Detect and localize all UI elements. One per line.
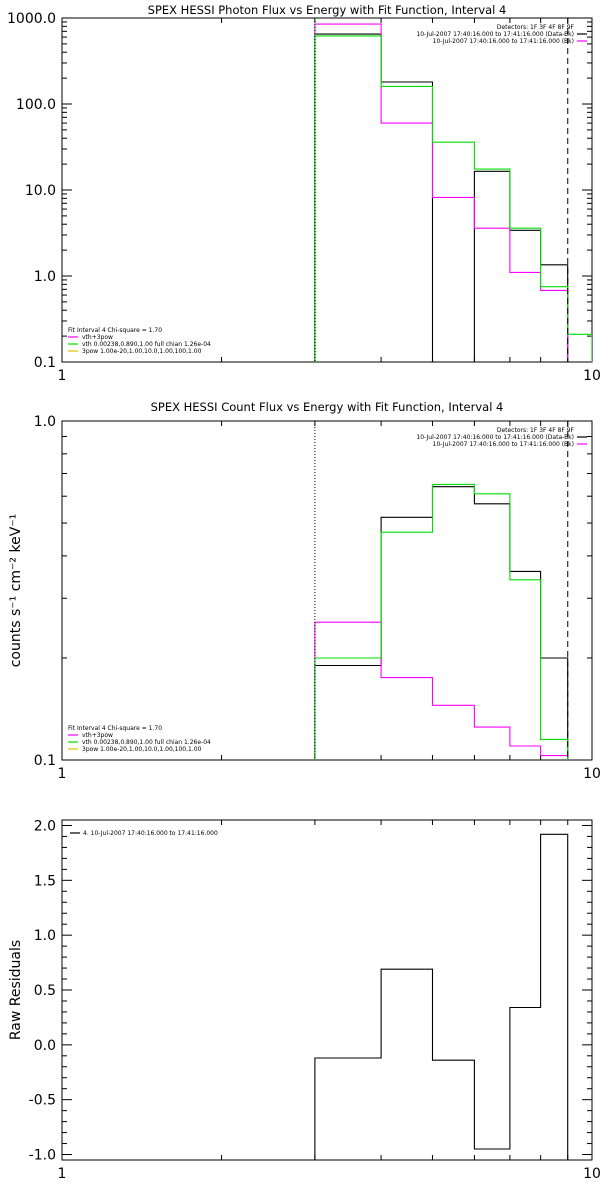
y-tick-label: -0.5	[29, 1093, 56, 1109]
y-axis-label: Raw Residuals	[8, 940, 24, 1040]
x-tick-label: 10	[583, 766, 600, 782]
legend-text: vth+3pow	[82, 334, 113, 341]
series-line-1	[314, 486, 569, 760]
y-tick-label: 1.0	[34, 928, 56, 944]
plot-frame	[61, 819, 593, 1161]
y-tick-label: 1000.0	[7, 11, 56, 27]
plot-frame	[61, 420, 593, 761]
series-line-2	[314, 23, 569, 362]
y-tick-label: 0.1	[34, 355, 56, 371]
info-text: 10-Jul-2007 17:40:16.000 to 17:41:16.000…	[433, 38, 574, 45]
x-tick-label: 10	[583, 1166, 600, 1182]
y-tick-label: 100.0	[16, 97, 56, 113]
y-tick-label: 0.0	[34, 1038, 56, 1054]
y-tick-label: 1.0	[34, 269, 56, 285]
info-text: 10-Jul-2007 17:40:16.000 to 17:41:16.000…	[416, 434, 574, 441]
x-tick-label: 10	[583, 368, 600, 384]
info-text: Detectors: 1F 3F 4F 8F 9F	[497, 427, 575, 434]
x-tick-label: 1	[58, 1166, 67, 1182]
series-line-1	[314, 33, 569, 362]
x-tick-label: 1	[58, 368, 67, 384]
legend-text: Fit Interval 4 Chi-square = 1.70	[68, 327, 162, 334]
info-text: 10-Jul-2007 17:40:16.000 to 17:41:16.000…	[416, 31, 574, 38]
y-tick-label: 1.0	[34, 414, 56, 430]
y-axis-label: counts s⁻¹ cm⁻² keV⁻¹	[8, 514, 24, 668]
y-tick-label: 1.5	[34, 873, 56, 889]
chart-title: SPEX HESSI Count Flux vs Energy with Fit…	[151, 400, 504, 414]
y-tick-label: 0.5	[34, 983, 56, 999]
y-tick-label: 0.1	[34, 753, 56, 769]
plot-frame	[61, 17, 593, 363]
x-tick-label: 1	[58, 766, 67, 782]
chart-panel-2: SPEX HESSI Count Flux vs Energy with Fit…	[8, 400, 600, 782]
legend-text: vth 0.00238,0.890,1.00 full chian 1.26e-…	[82, 341, 211, 348]
legend-text: 3pow 1.00e-20,1.00,10.0,1.00,100,1.00	[82, 348, 202, 355]
legend-text: 3pow 1.00e-20,1.00,10.0,1.00,100,1.00	[82, 746, 202, 753]
chart-panel-1: SPEX HESSI Photon Flux vs Energy with Fi…	[7, 3, 600, 384]
y-tick-label: 10.0	[25, 183, 56, 199]
y-tick-label: 2.0	[34, 818, 56, 834]
info-text: Detectors: 1F 3F 4F 8F 9F	[497, 24, 575, 31]
legend-text: Fit Interval 4 Chi-square = 1.70	[68, 725, 162, 732]
series-line-1	[314, 833, 569, 1160]
info-text: 10-Jul-2007 17:40:16.000 to 17:41:16.000…	[433, 441, 574, 448]
series-line-3	[314, 35, 592, 362]
legend-text: vth 0.00238,0.890,1.00 full chian 1.26e-…	[82, 739, 211, 746]
y-tick-label: -1.0	[29, 1148, 56, 1164]
series-line-3	[314, 483, 569, 760]
chart-panel-3: 1 10 -1.0 -0.5 0.0 0.5 1.0 1.5 2.0 Raw Residuals 4…	[8, 818, 600, 1182]
series-line-2	[314, 621, 569, 760]
key-text: 4. 10-Jul-2007 17:40:16.000 to 17:41:16.…	[83, 830, 218, 837]
legend-text: vth+3pow	[82, 732, 113, 739]
chart-title: SPEX HESSI Photon Flux vs Energy with Fi…	[148, 3, 507, 17]
